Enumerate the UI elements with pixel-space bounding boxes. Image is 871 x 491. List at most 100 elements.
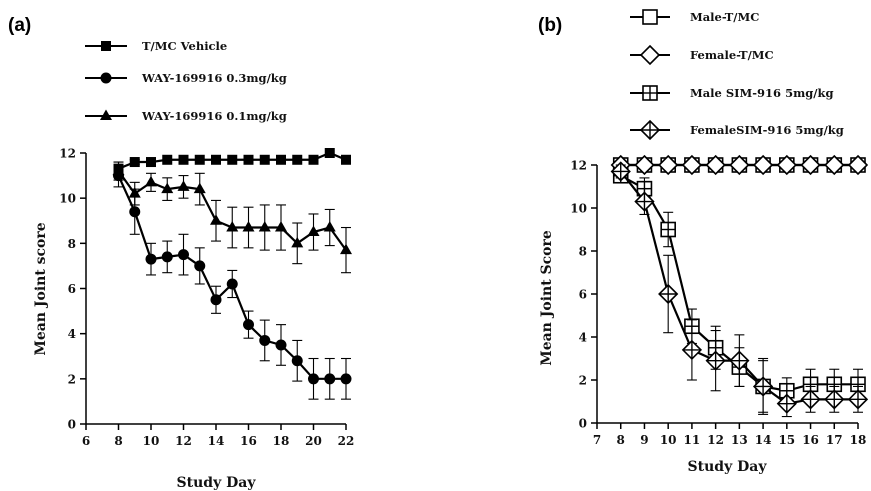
x-tick-label-a-2: 10 [143,434,160,448]
data-point-b-3-5 [729,350,750,371]
x-tick-label-b-11: 18 [850,433,867,447]
chart-panel-b: (b) Male-T/MC Female-T/MC Male SIM-916 5… [538,9,869,475]
x-axis-title-a: Study Day [177,475,257,491]
data-point-a-2-14 [340,243,352,255]
data-point-b-3-6 [752,376,774,397]
data-point-a-2-10 [275,221,287,232]
data-point-b-3-1 [634,191,655,212]
y-tick-label-a-6: 12 [59,147,76,161]
data-point-a-0-8 [243,154,254,165]
axes-b: 7 8 9 10 11 12 13 14 15 16 17 18 0 2 4 6 8 10 12 [570,159,866,448]
data-point-a-2-4 [177,180,190,191]
y-ticks-b: 0 2 4 6 8 10 12 [570,159,597,431]
panel-label-b: (b) [538,15,562,36]
y-tick-label-a-5: 10 [59,192,76,206]
data-point-a-1-13 [324,373,336,385]
series-b-1 [610,154,869,176]
legend-a-entry-1: WAY-169916 0.3mg/kg [85,71,287,85]
data-point-a-2-6 [210,214,222,225]
data-point-b-1-6 [752,154,774,176]
legend-b-label-3: FemaleSIM-916 5mg/kg [690,123,844,137]
x-tick-label-b-1: 8 [617,433,625,447]
x-tick-label-a-7: 20 [305,434,322,448]
y-tick-label-b-2: 4 [579,331,587,345]
data-point-b-3-2 [658,283,679,305]
x-tick-label-b-2: 9 [640,433,648,447]
data-point-a-1-2 [145,253,157,265]
data-point-a-1-5 [194,260,206,272]
plot-area-b [610,154,869,418]
x-tick-label-a-5: 16 [240,434,257,448]
legend-a-entry-2: WAY-169916 0.1mg/kg [85,109,287,123]
y-tick-label-a-3: 6 [68,282,76,296]
data-point-b-1-1 [634,154,655,176]
x-tick-label-b-0: 7 [593,433,601,447]
y-tick-label-a-4: 8 [68,237,76,251]
legend-b-label-2: Male SIM-916 5mg/kg [690,86,834,100]
y-tick-label-a-0: 0 [68,418,76,432]
data-point-a-2-9 [258,221,271,232]
data-point-a-0-6 [211,154,221,165]
data-point-a-1-8 [243,319,254,331]
data-point-a-2-8 [242,221,255,232]
plot-area-a [112,148,352,400]
x-tick-label-b-9: 16 [802,433,819,447]
legend-a-entry-0: T/MC Vehicle [85,39,227,53]
data-point-a-0-5 [194,154,205,165]
y-tick-label-b-6: 12 [570,159,587,173]
legend-b-entry-2: Male SIM-916 5mg/kg [630,85,834,101]
data-point-b-3-0 [610,161,631,182]
y-tick-label-b-1: 2 [579,374,587,388]
legend-b-label-1: Female-T/MC [690,48,774,62]
data-point-b-2-2 [660,221,676,238]
x-tick-label-b-5: 12 [707,433,724,447]
data-point-a-0-9 [259,154,270,165]
data-point-a-2-2 [145,175,157,187]
data-point-a-1-9 [259,334,271,346]
x-tick-label-b-6: 13 [731,433,748,447]
data-point-a-2-13 [323,221,336,232]
data-point-b-3-3 [681,339,703,361]
x-tick-label-b-8: 15 [778,433,795,447]
legend-b-label-0: Male-T/MC [690,10,759,24]
x-tick-label-a-6: 18 [273,434,290,448]
data-point-b-3-4 [705,350,726,371]
data-point-a-0-2 [146,157,156,168]
legend-b-entry-0: Male-T/MC [630,9,759,25]
data-point-a-2-7 [226,221,239,232]
data-point-a-1-3 [161,251,173,263]
chart-panel-a: (a) T/MC Vehicle WAY-169916 0.3mg/kg WAY… [8,15,354,491]
data-point-a-1-1 [129,206,141,218]
data-point-a-1-7 [226,278,238,290]
axes-a: 6 8 10 12 14 16 18 20 22 0 2 4 6 8 10 12 [59,147,354,449]
legend-a-label-0: T/MC Vehicle [142,39,227,53]
data-point-a-0-7 [227,154,238,165]
legend-a: T/MC Vehicle WAY-169916 0.3mg/kg WAY-169… [85,39,287,123]
x-tick-label-a-0: 6 [82,434,90,448]
legend-a-label-2: WAY-169916 0.1mg/kg [141,109,287,123]
data-point-b-1-3 [681,154,703,176]
data-point-a-1-10 [275,339,287,351]
y-tick-label-b-4: 8 [579,245,587,259]
data-point-a-1-12 [308,373,319,385]
legend-b-entry-3: FemaleSIM-916 5mg/kg [630,119,844,141]
series-a-1 [113,163,352,400]
data-point-a-2-1 [128,187,141,198]
data-point-a-1-4 [178,249,189,261]
data-point-a-0-12 [308,154,319,165]
data-point-a-0-10 [276,154,286,165]
y-axis-title-a: Mean Joint score [33,222,49,355]
data-point-b-3-9 [824,389,845,410]
y-tick-label-b-3: 6 [579,288,587,302]
data-point-a-0-11 [292,154,303,165]
x-tick-label-a-1: 8 [114,434,122,448]
data-point-a-2-3 [161,182,174,194]
y-tick-label-a-1: 2 [68,372,76,386]
data-point-b-1-10 [847,154,869,176]
y-tick-label-b-0: 0 [579,417,587,431]
data-point-a-0-1 [129,157,140,168]
x-tick-label-b-7: 14 [755,433,772,447]
x-tick-label-a-8: 22 [338,434,355,448]
y-tick-label-a-2: 4 [68,327,76,341]
